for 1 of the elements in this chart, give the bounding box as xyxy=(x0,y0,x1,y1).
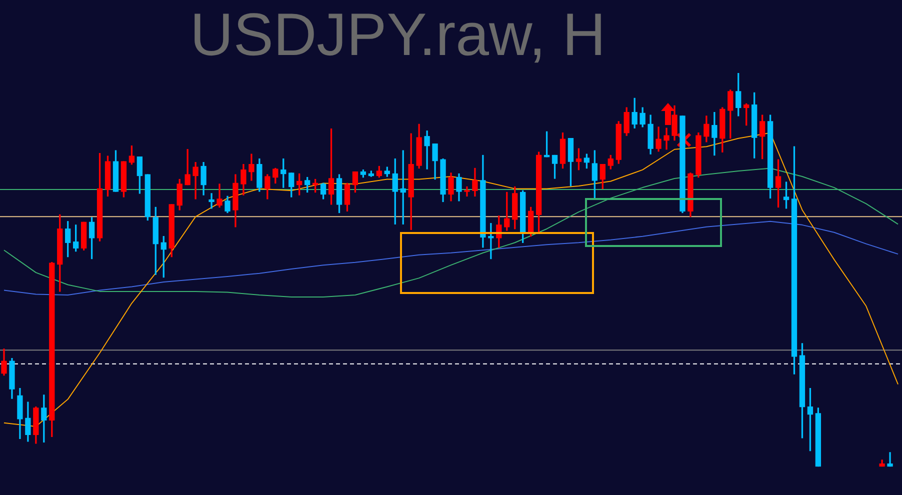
chart-title: USDJPY.raw, H xyxy=(190,1,606,68)
